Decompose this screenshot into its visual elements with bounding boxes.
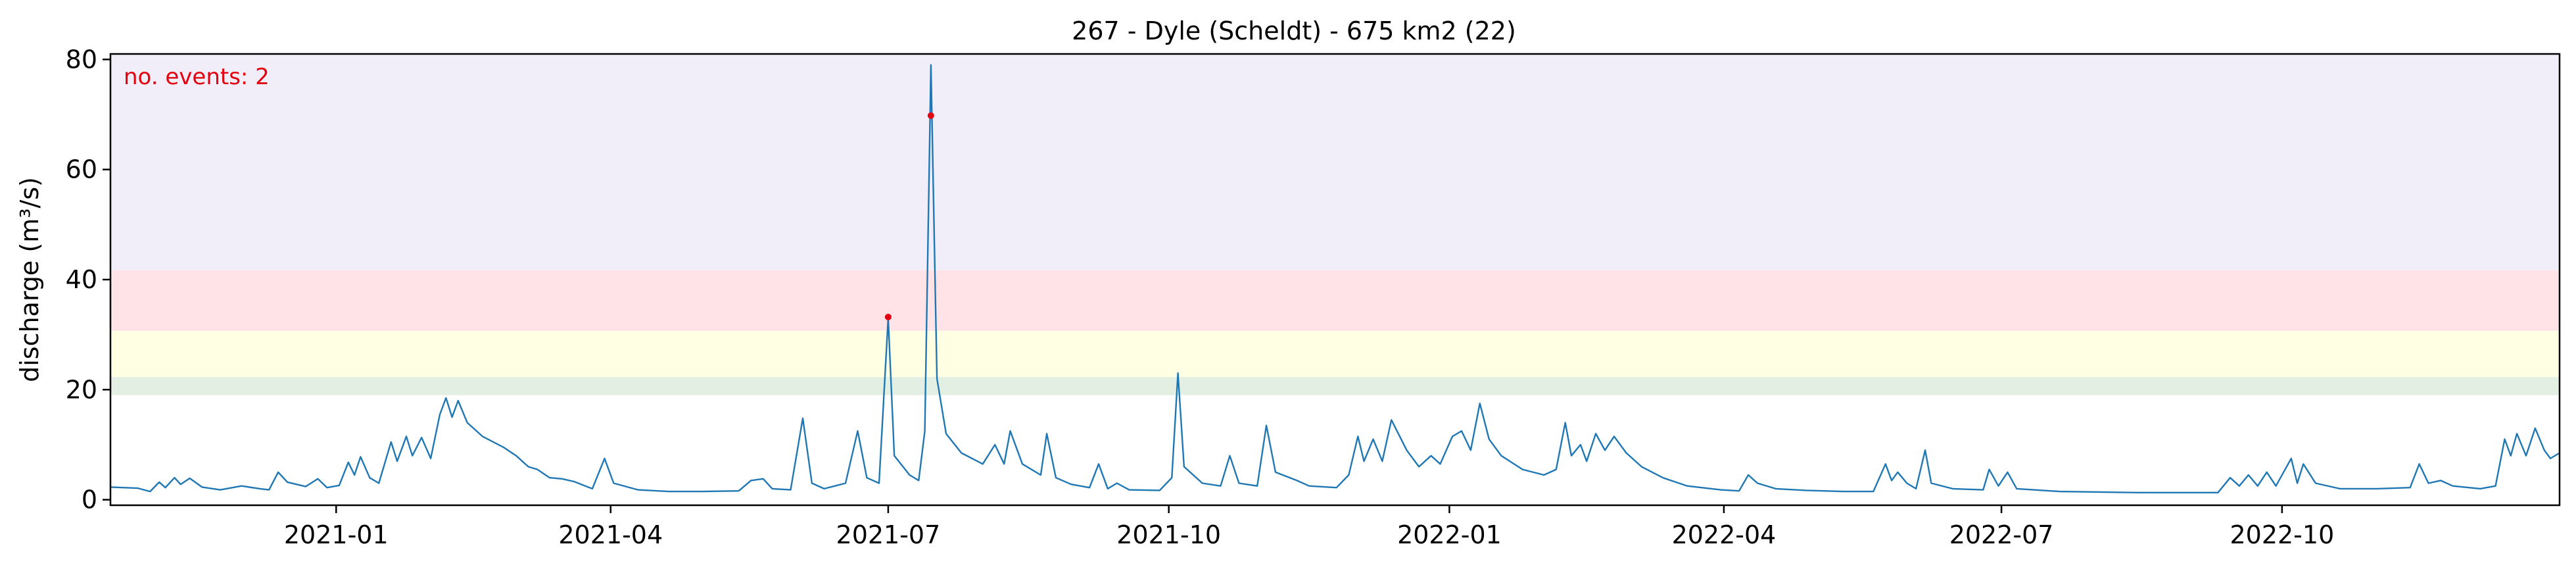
discharge-series-line [110, 64, 2560, 493]
x-tick-label: 2022-10 [2230, 520, 2334, 549]
threshold-bands [110, 54, 2560, 395]
threshold-band-4 [110, 54, 2560, 270]
plot-area [110, 64, 2560, 493]
x-tick-label: 2021-10 [1116, 520, 1221, 549]
event-marker-2 [927, 112, 934, 119]
y-axis-label: discharge (m³/s) [15, 177, 44, 382]
x-tick-label: 2021-01 [284, 520, 389, 549]
x-tick-label: 2022-04 [1672, 520, 1777, 549]
y-tick-label: 80 [66, 45, 97, 74]
chart-title: 267 - Dyle (Scheldt) - 675 km2 (22) [1072, 16, 1516, 45]
events-count-annotation: no. events: 2 [124, 64, 270, 90]
threshold-band-3 [110, 270, 2560, 331]
threshold-band-2 [110, 330, 2560, 378]
x-tick-label: 2022-07 [1949, 520, 2054, 549]
x-axis: 2021-01 2021-04 2021-07 2021-10 2022-01 2022-… [284, 505, 2334, 549]
y-tick-label: 0 [82, 486, 97, 514]
event-marker-1 [884, 313, 892, 320]
event-markers [884, 112, 934, 320]
x-tick-label: 2022-01 [1397, 520, 1502, 549]
y-tick-label: 60 [66, 155, 97, 184]
y-axis: 0 20 40 60 80 [66, 45, 110, 514]
threshold-band-1 [110, 377, 2560, 395]
y-tick-label: 20 [66, 375, 97, 404]
x-tick-label: 2021-07 [836, 520, 941, 549]
x-tick-label: 2021-04 [558, 520, 663, 549]
y-tick-label: 40 [66, 265, 97, 294]
